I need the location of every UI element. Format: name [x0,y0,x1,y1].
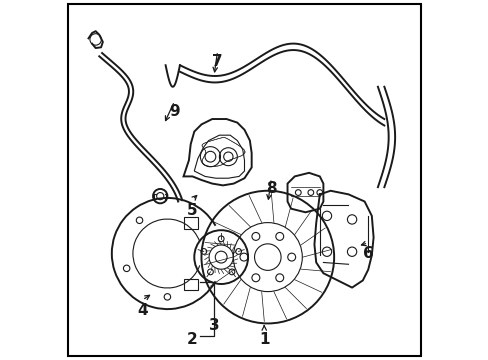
Text: 1: 1 [259,332,269,347]
Text: 4: 4 [137,303,147,318]
Text: 8: 8 [265,181,276,197]
Text: 5: 5 [187,203,198,218]
Text: 6: 6 [362,246,373,261]
Text: 3: 3 [208,318,219,333]
Text: 9: 9 [169,104,180,120]
Text: 2: 2 [187,332,198,347]
Text: 7: 7 [212,54,223,69]
